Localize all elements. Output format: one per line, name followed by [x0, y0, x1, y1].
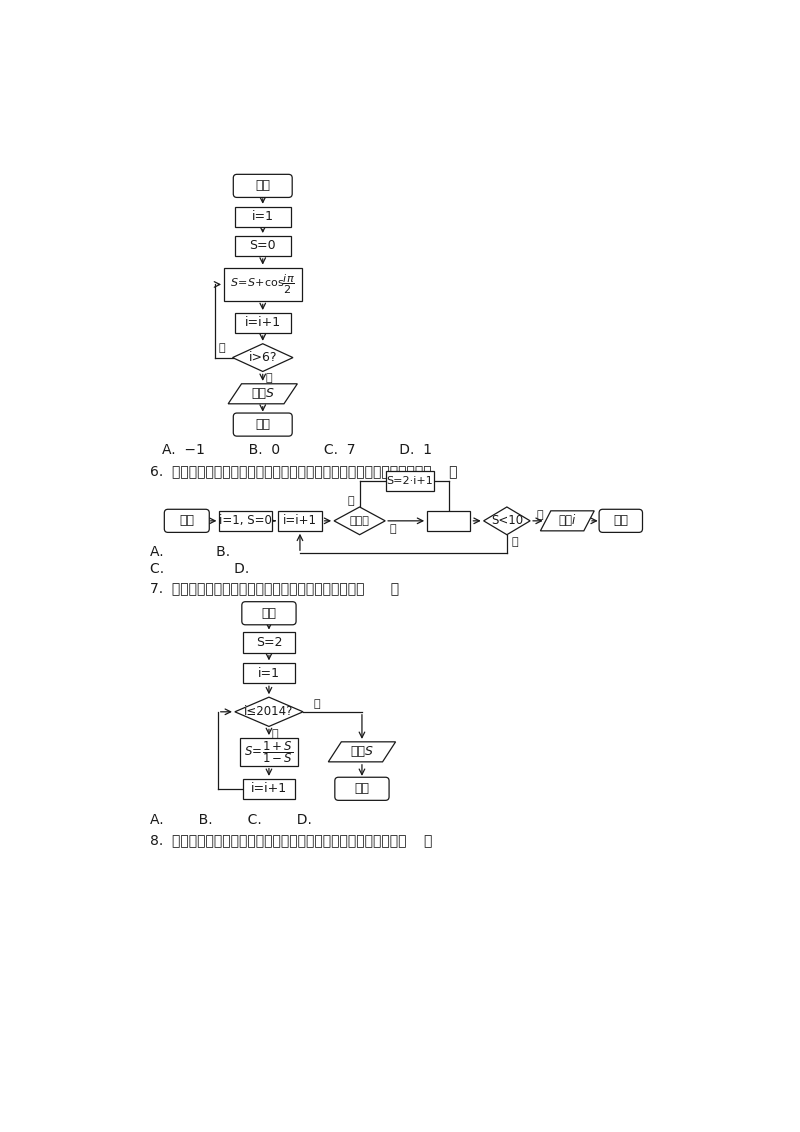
- Text: i=1, S=0: i=1, S=0: [219, 514, 272, 528]
- Text: 否: 否: [218, 343, 225, 353]
- Bar: [235, 312, 290, 333]
- Bar: [235, 235, 290, 256]
- FancyBboxPatch shape: [164, 509, 210, 532]
- Text: i=1: i=1: [252, 211, 274, 223]
- Text: i≤2014?: i≤2014?: [244, 705, 294, 719]
- Bar: [278, 511, 322, 531]
- Text: S=0: S=0: [250, 240, 276, 252]
- Text: S=2·i+1: S=2·i+1: [386, 475, 434, 486]
- Bar: [239, 738, 298, 765]
- Text: 7.  某程序框图如图所示，该程序运行后输出的的值是（      ）: 7. 某程序框图如图所示，该程序运行后输出的的值是（ ）: [150, 582, 399, 595]
- Polygon shape: [328, 741, 395, 762]
- Polygon shape: [233, 344, 293, 371]
- Bar: [427, 511, 470, 531]
- Text: 否: 否: [314, 700, 320, 709]
- Text: A.  −1          B.  0          C.  7          D.  1: A. −1 B. 0 C. 7 D. 1: [162, 443, 432, 457]
- Text: 开始: 开始: [255, 179, 270, 192]
- FancyBboxPatch shape: [234, 413, 292, 436]
- Text: i=i+1: i=i+1: [251, 782, 287, 796]
- FancyBboxPatch shape: [234, 174, 292, 197]
- Text: 是: 是: [272, 729, 278, 739]
- Text: $S\!=\!S\!+\!\cos\!\dfrac{i\pi}{2}$: $S\!=\!S\!+\!\cos\!\dfrac{i\pi}{2}$: [230, 273, 295, 297]
- Text: 是: 是: [266, 372, 272, 383]
- Polygon shape: [334, 507, 386, 534]
- Text: 8.  如果执行如图所示的程序框图，输入正整数和实数，输出，则（    ）: 8. 如果执行如图所示的程序框图，输入正整数和实数，输出，则（ ）: [150, 833, 433, 848]
- Text: 输出i: 输出i: [558, 514, 576, 528]
- Bar: [235, 207, 290, 226]
- Text: 结束: 结束: [354, 782, 370, 796]
- Text: 输出S: 输出S: [350, 745, 374, 758]
- Text: 6.  阅读如下程序框图，如果输出，那么在空白矩形框中应填入的语句为（    ）: 6. 阅读如下程序框图，如果输出，那么在空白矩形框中应填入的语句为（ ）: [150, 464, 458, 478]
- Text: 否: 否: [536, 509, 542, 520]
- Text: i=1: i=1: [258, 667, 280, 680]
- Text: S=2: S=2: [256, 636, 282, 649]
- Bar: [243, 779, 294, 799]
- Text: 是: 是: [511, 538, 518, 548]
- FancyBboxPatch shape: [242, 602, 296, 625]
- Text: S<10: S<10: [491, 514, 523, 528]
- Text: $S\!=\!\dfrac{1+S}{1-S}$: $S\!=\!\dfrac{1+S}{1-S}$: [244, 739, 294, 765]
- Bar: [219, 511, 272, 531]
- Text: 否: 否: [347, 496, 354, 506]
- Bar: [224, 267, 302, 301]
- Bar: [243, 633, 294, 652]
- Text: 是: 是: [390, 523, 396, 533]
- Bar: [243, 663, 294, 684]
- Text: C.                D.: C. D.: [150, 561, 250, 575]
- Text: 结束: 结束: [614, 514, 628, 528]
- Text: i>6?: i>6?: [249, 351, 277, 365]
- Polygon shape: [235, 697, 303, 727]
- FancyBboxPatch shape: [335, 778, 389, 800]
- Text: 开始: 开始: [262, 607, 277, 619]
- Polygon shape: [484, 507, 530, 534]
- Polygon shape: [541, 511, 594, 531]
- Text: i=i+1: i=i+1: [283, 514, 317, 528]
- Bar: [386, 471, 434, 491]
- Text: 开始: 开始: [179, 514, 194, 528]
- Text: 是奇数: 是奇数: [350, 516, 370, 526]
- Text: 输出S: 输出S: [251, 387, 274, 401]
- Polygon shape: [228, 384, 298, 404]
- Text: i=i+1: i=i+1: [245, 317, 281, 329]
- Text: A.            B.: A. B.: [150, 544, 230, 558]
- FancyBboxPatch shape: [599, 509, 642, 532]
- Text: 结束: 结束: [255, 418, 270, 431]
- Text: A.        B.        C.        D.: A. B. C. D.: [150, 813, 312, 826]
